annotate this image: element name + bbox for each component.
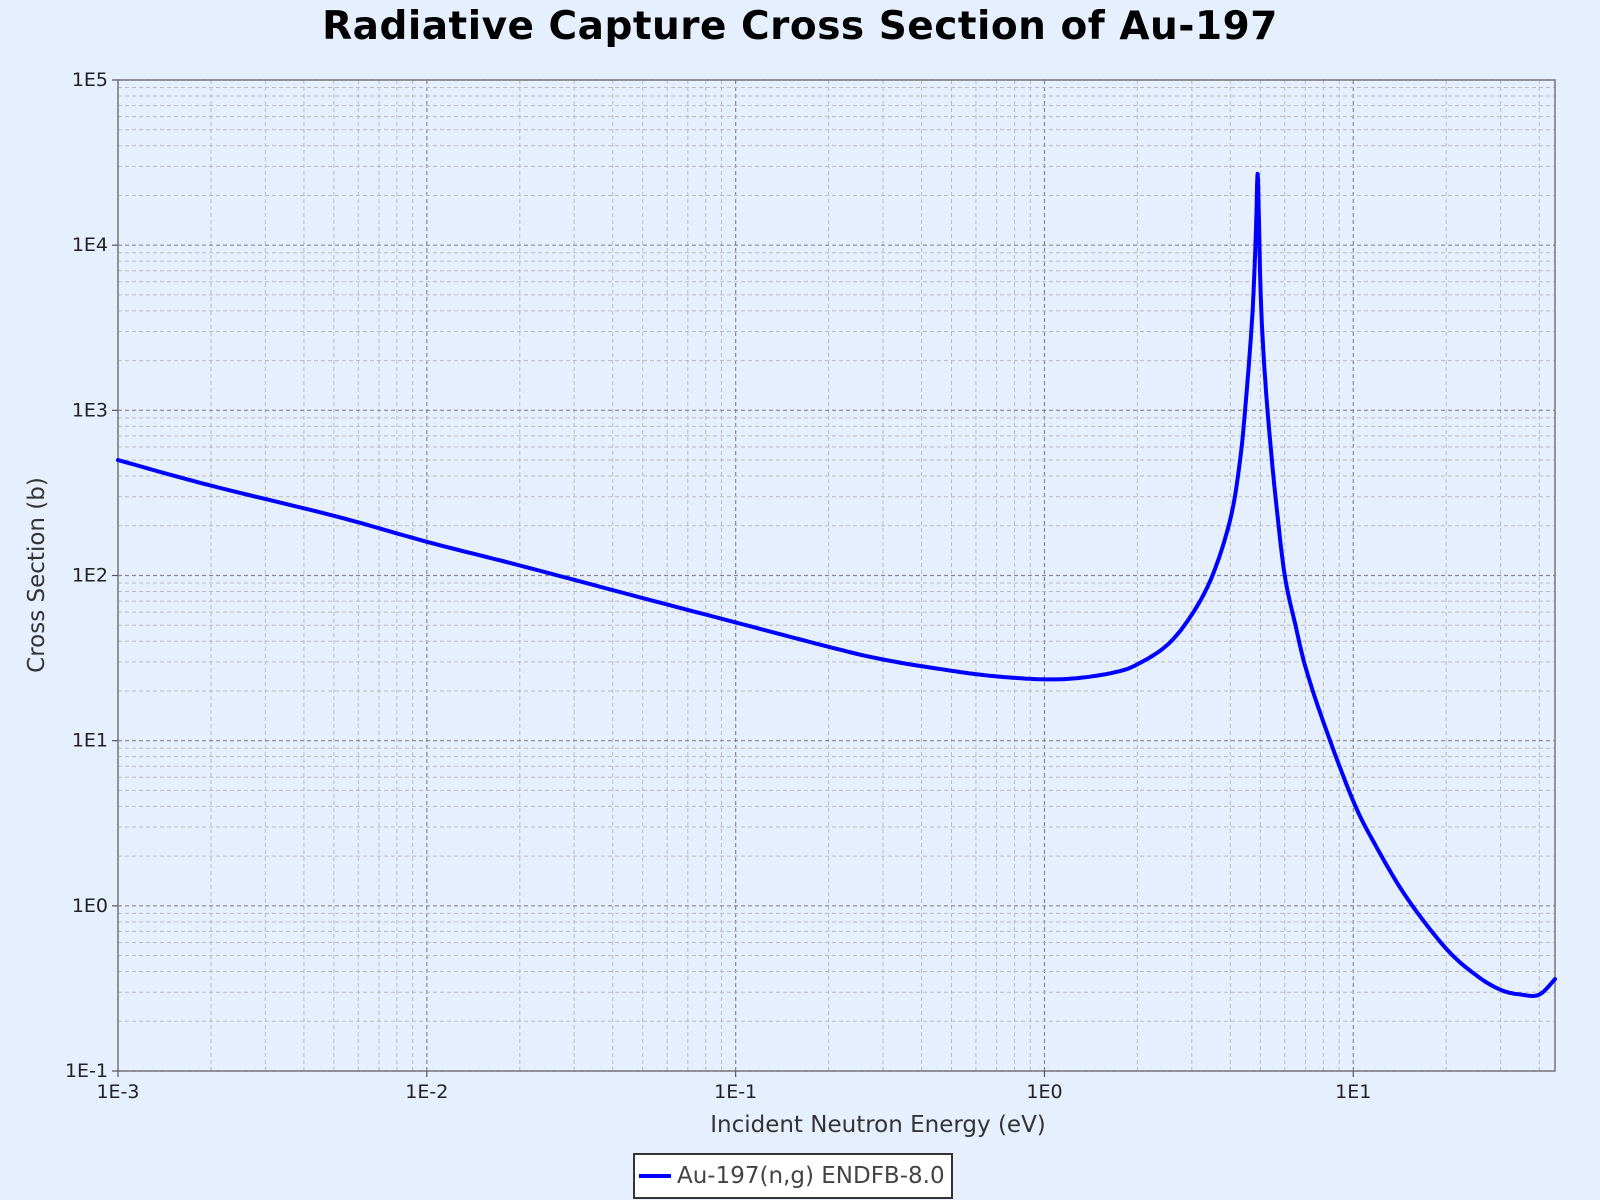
- y-tick-label: 1E2: [72, 565, 108, 587]
- y-tick-label: 1E4: [72, 234, 108, 256]
- x-tick-label: 1E-1: [714, 1081, 757, 1103]
- x-tick-label: 1E-3: [96, 1081, 139, 1103]
- legend-swatch: [639, 1174, 671, 1178]
- y-tick-label: 1E1: [72, 730, 108, 752]
- series-line: [116, 171, 1557, 998]
- x-tick-label: 1E1: [1335, 1081, 1371, 1103]
- series-layer: [116, 171, 1557, 998]
- y-axis-label: Cross Section (b): [24, 477, 50, 673]
- x-axis-label: Incident Neutron Energy (eV): [710, 1112, 1046, 1138]
- x-tick-label: 1E0: [1026, 1081, 1062, 1103]
- legend: Au-197(n,g) ENDFB-8.0: [633, 1153, 953, 1199]
- y-tick-label: 1E3: [72, 399, 108, 421]
- x-tick-label: 1E-2: [405, 1081, 448, 1103]
- y-tick-label: 1E0: [72, 895, 108, 917]
- chart-title: Radiative Capture Cross Section of Au-19…: [322, 4, 1278, 49]
- legend-label: Au-197(n,g) ENDFB-8.0: [677, 1163, 945, 1189]
- grid-lines: [117, 79, 1555, 1072]
- y-tick-label: 1E-1: [65, 1060, 108, 1082]
- y-tick-label: 1E5: [72, 69, 108, 91]
- axis-ticks: 1E-3 1E-2 1E-1 1E0 1E1 1E-1 1E0 1E1 1E2 1E3 1E4 1E5: [65, 69, 1371, 1103]
